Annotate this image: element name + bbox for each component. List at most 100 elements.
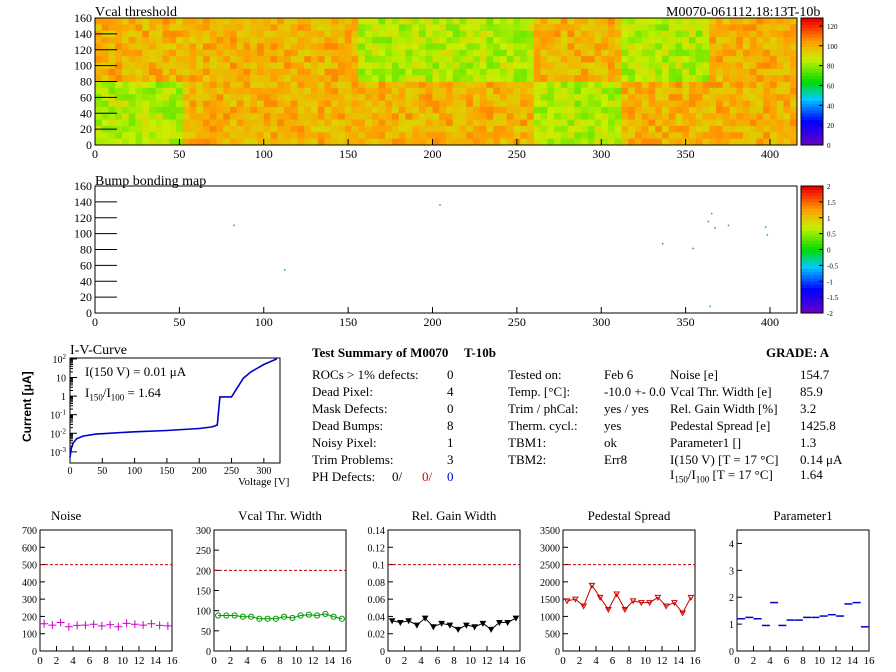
heatmap-cell [790, 37, 798, 44]
heatmap-cell [115, 81, 123, 89]
heatmap-cell [108, 43, 116, 51]
heatmap-cell [425, 43, 433, 51]
heatmap-cell [567, 125, 575, 133]
colorbar-bin [801, 87, 823, 92]
roc-point [621, 607, 629, 614]
heatmap-cell [169, 56, 177, 63]
heatmap-cell [554, 94, 562, 101]
heatmap-cell [155, 62, 163, 70]
heatmap-cell [223, 49, 231, 57]
heatmap-cell [162, 75, 170, 82]
heatmap-cell [398, 62, 406, 70]
heatmap-cell [284, 56, 292, 63]
heatmap-cell [344, 125, 352, 133]
heatmap-cell [594, 43, 602, 51]
heatmap-cell [581, 68, 589, 76]
heatmap-cell [290, 49, 298, 57]
heatmap-cell [169, 87, 177, 95]
heatmap-cell [338, 125, 346, 133]
heatmap-cell [189, 37, 197, 44]
colorbar-tick-label: 40 [827, 102, 835, 110]
heatmap-cell [95, 49, 103, 57]
roc-y-tick-label: 0.1 [373, 561, 386, 572]
heatmap-cell [601, 94, 609, 101]
roc-x-tick-label: 2 [54, 655, 60, 667]
heatmap-cell [331, 56, 339, 63]
heatmap-cell [297, 113, 305, 120]
heatmap-cell [682, 75, 690, 82]
heatmap-cell [770, 113, 778, 120]
heatmap-cell [149, 75, 157, 82]
roc-y-tick-label: 4 [729, 539, 734, 550]
heatmap-cell [358, 94, 366, 101]
heatmap-cell [736, 18, 744, 25]
heatmap-cell [338, 113, 346, 120]
heatmap-cell [243, 138, 251, 146]
heatmap-cell [169, 138, 177, 146]
heatmap-cell [385, 113, 393, 120]
heatmap-cell [554, 113, 562, 120]
heatmap-cell [405, 24, 413, 32]
colorbar-bin [801, 224, 823, 228]
heatmap-cell [527, 49, 535, 57]
ph-defects-label: PH Defects: [312, 469, 376, 484]
heatmap-cell [601, 68, 609, 76]
heatmap-cell [608, 62, 616, 70]
heatmap-cell [520, 18, 528, 25]
heatmap-cell [614, 49, 622, 57]
heatmap-cell [486, 37, 494, 44]
heatmap-cell [398, 94, 406, 101]
heatmap-cell [351, 68, 359, 76]
heatmap-cell [581, 62, 589, 70]
heatmap-cell [614, 138, 622, 146]
heatmap-cell [412, 56, 420, 63]
heatmap-cell [243, 81, 251, 89]
heatmap-cell [621, 119, 629, 127]
heatmap-cell [243, 18, 251, 25]
heatmap-cell [311, 43, 319, 51]
heatmap-cell [574, 43, 582, 51]
y-tick-label: 120 [74, 43, 92, 57]
heatmap-cell [425, 87, 433, 95]
heatmap-cell [304, 125, 312, 133]
colorbar-bin [801, 27, 823, 32]
heatmap-cell [209, 18, 217, 25]
heatmap-cell [729, 30, 737, 38]
heatmap-cell [749, 43, 757, 51]
heatmap-cell [682, 106, 690, 114]
heatmap-cell [641, 94, 649, 101]
heatmap-cell [378, 43, 386, 51]
heatmap-cell [520, 94, 528, 101]
x-tick-label: 300 [592, 147, 610, 161]
roc-point [572, 596, 579, 603]
heatmap-cell [128, 24, 136, 32]
heatmap-cell [412, 24, 420, 32]
iv-ylabel: Current [μA] [20, 371, 34, 442]
heatmap-cell [668, 138, 676, 146]
heatmap-cell [628, 81, 636, 89]
heatmap-cell [614, 132, 622, 140]
heatmap-cell [216, 43, 224, 51]
heatmap-cell [628, 56, 636, 63]
heatmap-cell [412, 138, 420, 146]
heatmap-cell [682, 94, 690, 101]
heatmap-cell [500, 113, 508, 120]
heatmap-cell [736, 43, 744, 51]
heatmap-cell [756, 87, 764, 95]
heatmap-cell [729, 43, 737, 51]
bump-point [233, 224, 235, 227]
heatmap-cell [783, 81, 791, 89]
heatmap-cell [668, 87, 676, 95]
heatmap-cell [486, 113, 494, 120]
heatmap-cell [641, 87, 649, 95]
heatmap-cell [155, 43, 163, 51]
heatmap-cell [567, 24, 575, 32]
heatmap-cell [263, 113, 271, 120]
heatmap-cell [196, 75, 204, 82]
heatmap-cell [763, 43, 771, 51]
heatmap-cell [473, 49, 481, 57]
heatmap-cell [655, 68, 663, 76]
heatmap-cell [365, 24, 373, 32]
heatmap-cell [149, 87, 157, 95]
heatmap-cell [547, 49, 555, 57]
